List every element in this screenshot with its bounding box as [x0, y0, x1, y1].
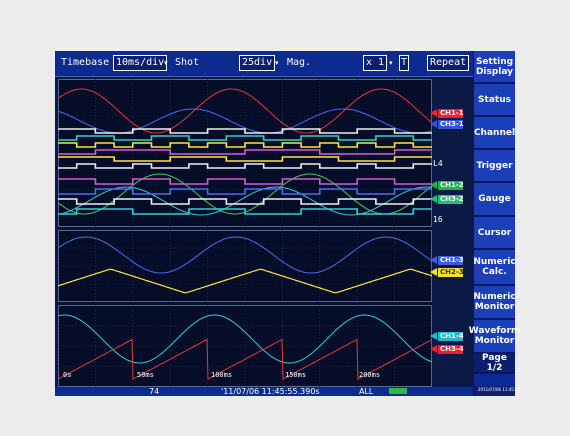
waveform-traces	[58, 79, 432, 387]
logic-trace	[58, 128, 432, 134]
time-label: 200ms	[359, 371, 381, 379]
logic-trace	[58, 208, 432, 215]
channel-label-ch1-2[interactable]: CH1-2	[430, 181, 464, 190]
side-button-label: Page 1/2	[482, 353, 507, 373]
side-button-sublabel: Monitor	[474, 302, 515, 312]
mag-dropdown-icon[interactable]: ▾	[389, 59, 393, 67]
status-scope: ALL	[359, 387, 374, 396]
side-button-numeric-calc-[interactable]: Numeric Calc.	[473, 250, 516, 286]
logic-trace	[58, 198, 432, 205]
status-clock: 2011/07/06 11:45:55	[478, 387, 521, 392]
side-button-label: Trigger	[476, 160, 513, 171]
side-button-label: Numeric	[473, 257, 516, 267]
status-bar: 74 '11/07/06 11:45:55.390s ALL 2011/07/0…	[55, 387, 520, 396]
channel-label-text: CH1-1	[438, 109, 464, 118]
clock-box	[474, 386, 515, 396]
repeat-mode-button[interactable]: Repeat	[427, 55, 470, 71]
logic-trace	[58, 142, 432, 148]
channel-label-ch3-2[interactable]: CH3-2	[430, 195, 464, 204]
shot-label: Shot	[175, 57, 200, 68]
trigger-mode-icon[interactable]: T	[399, 55, 409, 71]
time-label: 100ms	[211, 371, 233, 379]
side-button-status[interactable]: Status	[474, 84, 515, 117]
side-button-label: Status	[478, 94, 511, 105]
side-button-label: Setting	[475, 56, 514, 67]
side-button-setting-display[interactable]: Setting Display	[474, 51, 515, 84]
side-button-numeric-monitor[interactable]: Numeric Monitor	[473, 286, 516, 320]
status-value: 74	[149, 387, 160, 396]
channel-label-ch1-4[interactable]: CH1-4	[430, 332, 464, 341]
channel-label-ch2-3[interactable]: CH2-3	[430, 268, 464, 277]
channel-label-text: CH3-2	[438, 195, 464, 204]
logic-trace	[58, 149, 432, 155]
side-button-channel[interactable]: Channel	[474, 117, 515, 150]
channel-label-text: CH1-2	[438, 181, 464, 190]
side-button-label: Numeric	[473, 292, 516, 302]
trace-ch1-1	[58, 88, 432, 134]
side-button-page-1-2[interactable]: Page 1/2	[474, 353, 515, 374]
mag-label: Mag.	[287, 57, 312, 68]
mag-select[interactable]: x 1	[363, 55, 388, 71]
channel-label-ch1-3[interactable]: CH1-3	[430, 256, 464, 265]
side-button-sublabel: Display	[475, 66, 514, 77]
side-button-label: Gauge	[478, 194, 511, 204]
side-button-label: Cursor	[477, 227, 512, 238]
side-button-sublabel: Calc.	[482, 267, 507, 277]
side-button-label: Waveform	[468, 326, 521, 336]
side-button-gauge[interactable]: Gauge	[474, 183, 515, 217]
trace-ch3-4	[58, 338, 432, 380]
timebase-label: Timebase	[61, 57, 110, 68]
side-button-label: Channel	[473, 127, 516, 138]
time-label: 50ms	[137, 371, 154, 379]
recorder-screen: Timebase 10ms/div ▾ Shot 25div ▾ Mag. x …	[55, 51, 520, 396]
waveform-area	[58, 79, 432, 387]
channel-label-ch3-4[interactable]: CH3-4	[430, 345, 464, 354]
logic-trace	[58, 156, 432, 162]
channel-label-text: CH3-4	[438, 345, 464, 354]
side-button-waveform-monitor[interactable]: Waveform Monitor	[469, 320, 520, 354]
side-button-sublabel: Monitor	[474, 336, 515, 346]
trace-ch3-2	[58, 186, 432, 216]
logic-trace	[58, 188, 432, 195]
side-menu: Setting Display Status Channel Trigger Gauge C…	[469, 51, 520, 396]
channel-label-ch1-1[interactable]: CH1-1	[430, 109, 464, 118]
time-label: 150ms	[285, 371, 307, 379]
trace-ch1-4	[58, 314, 432, 364]
channel-label-text: CH2-3	[438, 268, 464, 277]
top-toolbar: Timebase 10ms/div ▾ Shot 25div ▾ Mag. x …	[55, 51, 473, 77]
battery-icon	[389, 388, 407, 394]
shot-select[interactable]: 25div	[239, 55, 276, 71]
time-label: 0s	[63, 371, 72, 379]
logic-trace	[58, 163, 432, 169]
shot-dropdown-icon[interactable]: ▾	[275, 59, 279, 67]
logic-label-l4: L4	[433, 159, 443, 168]
channel-label-ch3-1[interactable]: CH3-1	[430, 120, 464, 129]
logic-trace	[58, 135, 432, 141]
side-button-cursor[interactable]: Cursor	[474, 217, 515, 250]
timebase-dropdown-icon[interactable]: ▾	[164, 59, 168, 67]
trace-ch2-3	[58, 268, 432, 294]
logic-trace	[58, 178, 432, 185]
channel-label-text: CH1-4	[438, 332, 464, 341]
trace-ch1-3	[58, 236, 432, 274]
side-button-trigger[interactable]: Trigger	[474, 150, 515, 183]
timebase-select[interactable]: 10ms/div	[113, 55, 168, 71]
status-datetime: '11/07/06 11:45:55.390s	[221, 387, 320, 396]
channel-label-text: CH1-3	[438, 256, 464, 265]
channel-label-text: CH3-1	[438, 120, 464, 129]
logic-label-16: 16	[433, 215, 443, 224]
